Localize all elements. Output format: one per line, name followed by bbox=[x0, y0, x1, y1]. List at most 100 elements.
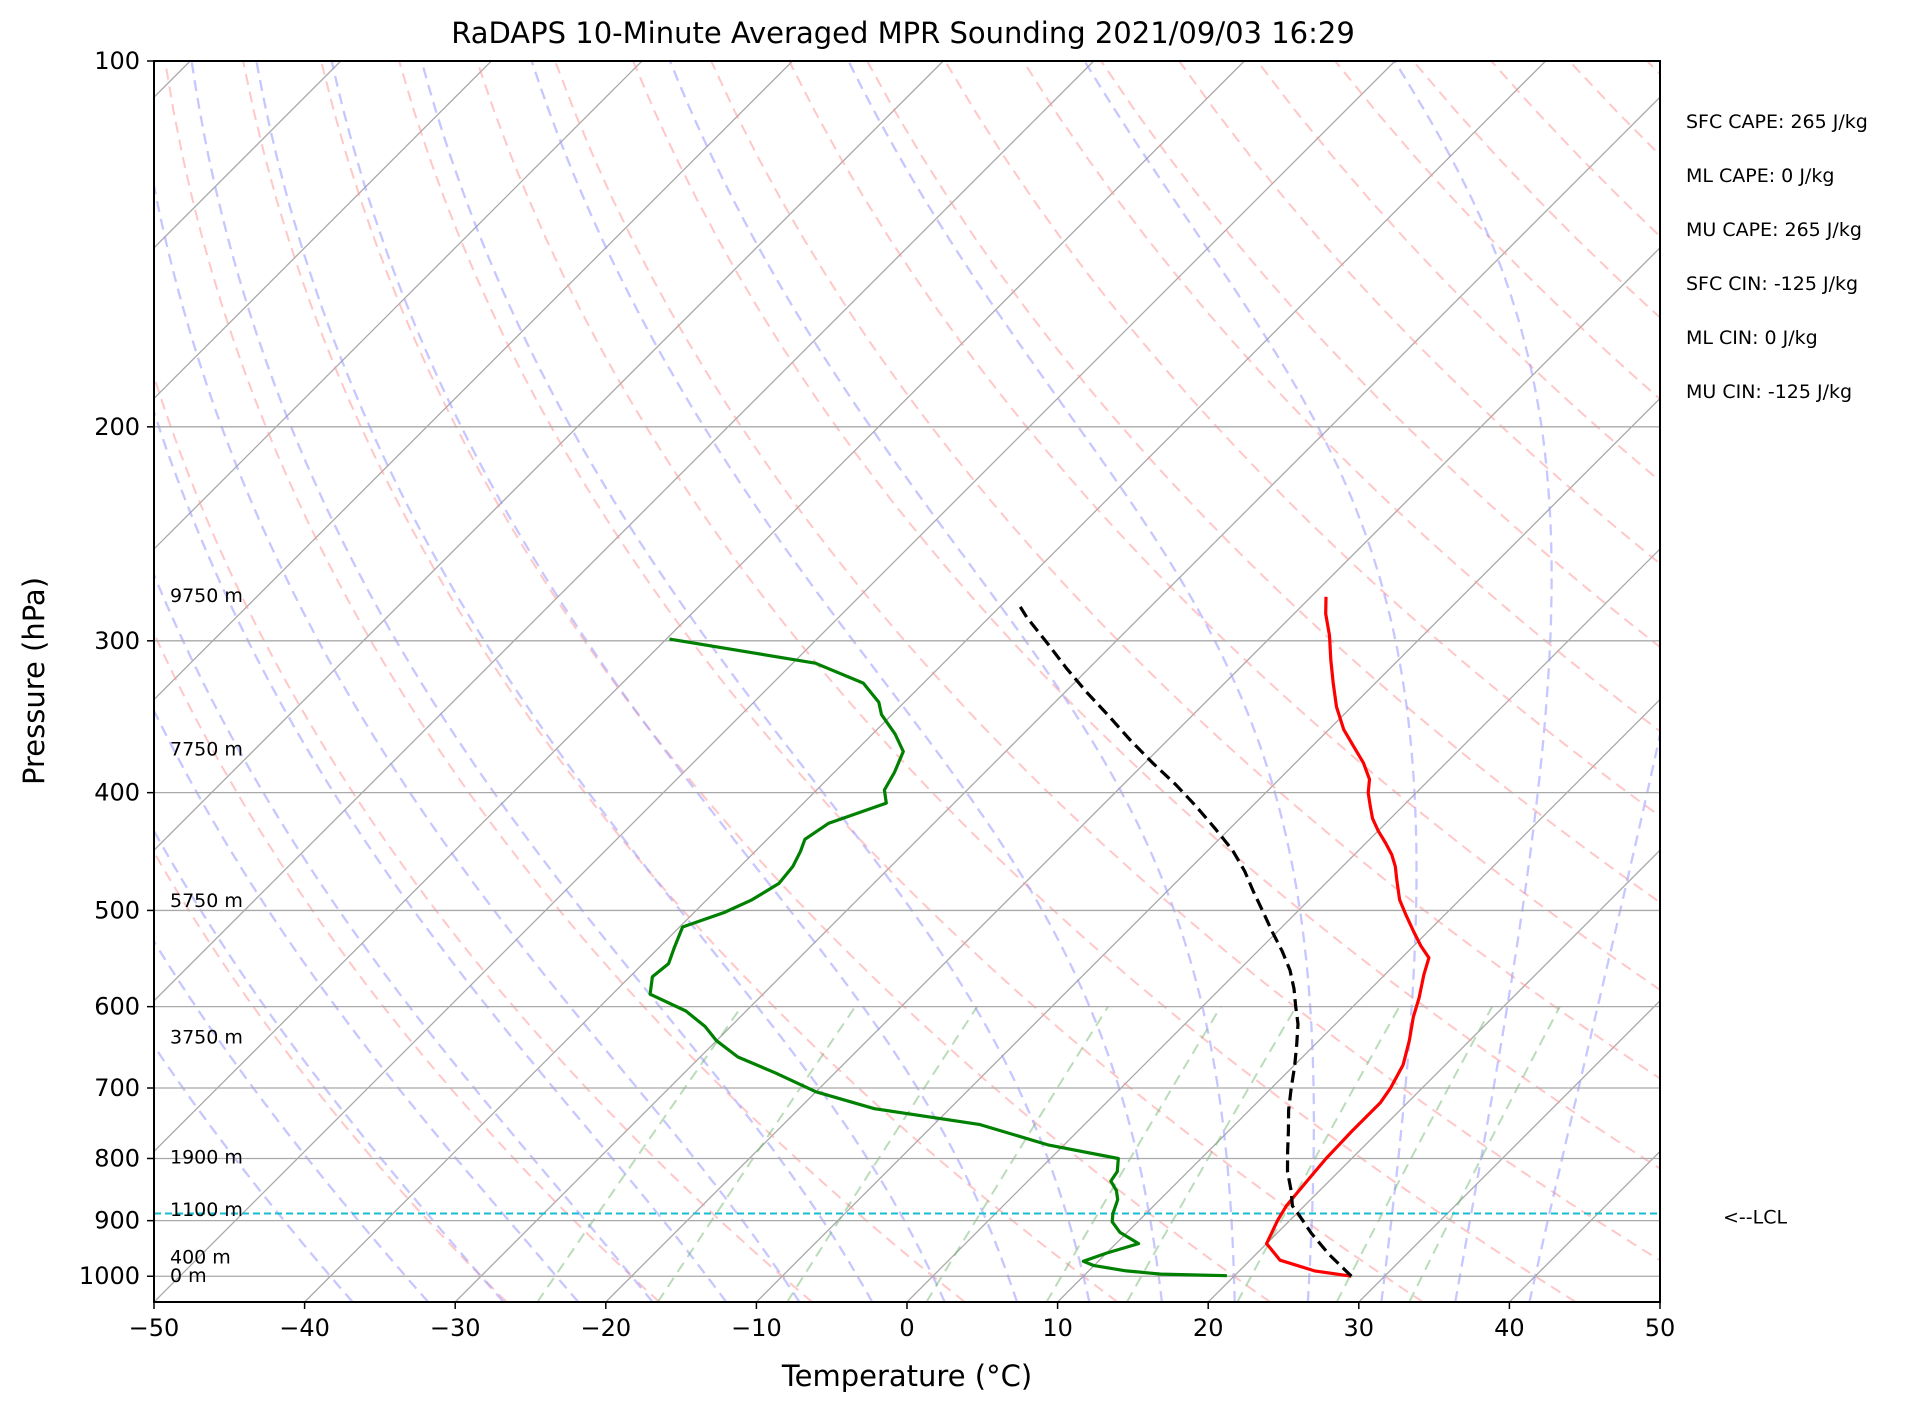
y-tick-label: 600 bbox=[94, 993, 140, 1021]
x-tick-label: −50 bbox=[129, 1314, 180, 1342]
dry-adiabat-line bbox=[1568, 61, 1660, 157]
isotherm-line bbox=[154, 61, 1245, 1153]
mixing-ratio-line bbox=[1126, 1006, 1297, 1302]
height-label: 0 m bbox=[170, 1265, 207, 1287]
y-tick-label: 100 bbox=[94, 47, 140, 75]
moist-adiabat-line bbox=[1083, 61, 1418, 1302]
x-tick-label: 10 bbox=[1042, 1314, 1073, 1342]
cape-cin-annotation: ML CIN: 0 J/kg bbox=[1686, 327, 1818, 349]
dry-adiabat-line bbox=[154, 630, 660, 1302]
dry-adiabat-line bbox=[154, 850, 508, 1302]
moist-adiabat-line bbox=[330, 61, 1019, 1302]
mixing-ratio-line bbox=[1236, 1006, 1401, 1302]
moist-adiabat-line bbox=[154, 708, 580, 1302]
x-axis-title: Temperature (°C) bbox=[781, 1359, 1032, 1393]
isotherm-line bbox=[154, 61, 1095, 1002]
dry-adiabat-line bbox=[154, 373, 813, 1302]
moist-adiabat-line bbox=[668, 61, 1236, 1302]
dry-adiabat-line bbox=[944, 61, 1660, 818]
isotherm-line bbox=[1358, 999, 1660, 1302]
dry-adiabat-line bbox=[632, 61, 1660, 1170]
y-axis-title: Pressure (hPa) bbox=[17, 577, 51, 785]
mixing-ratio-line bbox=[786, 1006, 978, 1302]
moist-adiabat-line bbox=[154, 408, 728, 1302]
dry-adiabat-line bbox=[788, 61, 1660, 992]
x-tick-label: −10 bbox=[731, 1314, 782, 1342]
x-tick-label: 40 bbox=[1494, 1314, 1525, 1342]
lcl-label: <--LCL bbox=[1723, 1207, 1787, 1229]
dry-adiabat-line bbox=[1725, 61, 1911, 1302]
isotherm-line bbox=[755, 397, 1660, 1302]
lcl-group: <--LCL bbox=[154, 1207, 1787, 1229]
y-tick-label: 300 bbox=[94, 627, 140, 655]
dry-adiabat-line bbox=[554, 61, 1660, 1262]
height-label: 1100 m bbox=[170, 1199, 243, 1221]
isotherm-line bbox=[154, 61, 643, 550]
x-tick-label: 50 bbox=[1645, 1314, 1676, 1342]
x-tick-label: −30 bbox=[430, 1314, 481, 1342]
y-tick-label: 200 bbox=[94, 413, 140, 441]
cape-cin-annotations: SFC CAPE: 265 J/kg ML CAPE: 0 J/kg MU CAPE… bbox=[1686, 111, 1868, 403]
cape-cin-annotation: SFC CAPE: 265 J/kg bbox=[1686, 111, 1868, 133]
mixing-ratio-line bbox=[1408, 1006, 1561, 1302]
parcel-profile-line bbox=[1016, 601, 1353, 1278]
profiles bbox=[648, 596, 1431, 1278]
mixing-ratio-line bbox=[536, 1006, 743, 1302]
x-tick-label: 20 bbox=[1193, 1314, 1224, 1342]
dry-adiabat-line bbox=[476, 61, 1577, 1302]
isotherm-line bbox=[154, 61, 944, 852]
mixing-ratio-line bbox=[925, 1006, 1109, 1302]
isotherm-line bbox=[154, 61, 342, 249]
y-tick-label: 500 bbox=[94, 896, 140, 924]
dry-adiabat-line bbox=[1256, 61, 1660, 483]
dry-adiabat-line bbox=[1334, 61, 1660, 401]
isotherm-line bbox=[1057, 698, 1660, 1302]
isotherm-line bbox=[1659, 1301, 1660, 1302]
isotherm-line bbox=[1207, 849, 1660, 1302]
dry-adiabat-line bbox=[710, 61, 1660, 1080]
cape-cin-annotation: SFC CIN: -125 J/kg bbox=[1686, 273, 1858, 295]
mixing-ratio-line bbox=[656, 1006, 857, 1302]
x-tick-label: −20 bbox=[580, 1314, 631, 1342]
cape-cin-annotation: MU CIN: -125 J/kg bbox=[1686, 381, 1852, 403]
cape-cin-annotation: MU CAPE: 265 J/kg bbox=[1686, 219, 1862, 241]
dry-adiabat-line bbox=[242, 61, 1119, 1302]
moist-adiabat-line bbox=[154, 571, 654, 1302]
isotherm-line bbox=[304, 61, 1547, 1302]
dry-adiabat-line bbox=[1022, 61, 1660, 733]
moist-adiabat-line bbox=[154, 179, 801, 1302]
x-tick-label: −40 bbox=[279, 1314, 330, 1342]
background-lines bbox=[154, 61, 1911, 1302]
height-label: 3750 m bbox=[170, 1027, 243, 1049]
x-axis: −50 −40 −30 −20 −10 0 10 20 30 40 50 bbox=[129, 1302, 1676, 1342]
dry-adiabat-line bbox=[164, 61, 966, 1302]
cape-cin-annotation: ML CAPE: 0 J/kg bbox=[1686, 165, 1834, 187]
dry-adiabat-line bbox=[398, 61, 1424, 1302]
isotherm-line bbox=[1508, 1150, 1660, 1302]
chart-title: RaDAPS 10-Minute Averaged MPR Sounding 2… bbox=[451, 16, 1355, 50]
isotherm-line bbox=[154, 61, 492, 400]
dry-adiabat-line bbox=[866, 61, 1660, 904]
moist-adiabat-line bbox=[420, 61, 1091, 1302]
height-label: 1900 m bbox=[170, 1146, 243, 1168]
dry-adiabat-line bbox=[320, 61, 1271, 1302]
mixing-ratio-line bbox=[1335, 1006, 1493, 1302]
x-tick-label: 0 bbox=[899, 1314, 914, 1342]
moist-adiabat-line bbox=[154, 828, 505, 1302]
dry-adiabat-line bbox=[1646, 61, 1660, 76]
moist-adiabat-line bbox=[190, 61, 874, 1302]
isotherm-line bbox=[154, 61, 1396, 1302]
isotherm-line bbox=[906, 548, 1660, 1302]
height-label: 5750 m bbox=[170, 890, 243, 912]
height-label: 7750 m bbox=[170, 739, 243, 761]
y-tick-label: 900 bbox=[94, 1207, 140, 1235]
moist-adiabat-line bbox=[530, 61, 1164, 1302]
moist-adiabat-line bbox=[1528, 729, 1660, 1302]
x-tick-label: 30 bbox=[1344, 1314, 1375, 1342]
dewpoint-profile-line bbox=[648, 637, 1227, 1278]
moist-adiabat-line bbox=[255, 61, 946, 1302]
moist-adiabat-line bbox=[154, 939, 430, 1302]
pressure-gridlines bbox=[154, 60, 1660, 1277]
y-tick-label: 1000 bbox=[79, 1262, 140, 1290]
